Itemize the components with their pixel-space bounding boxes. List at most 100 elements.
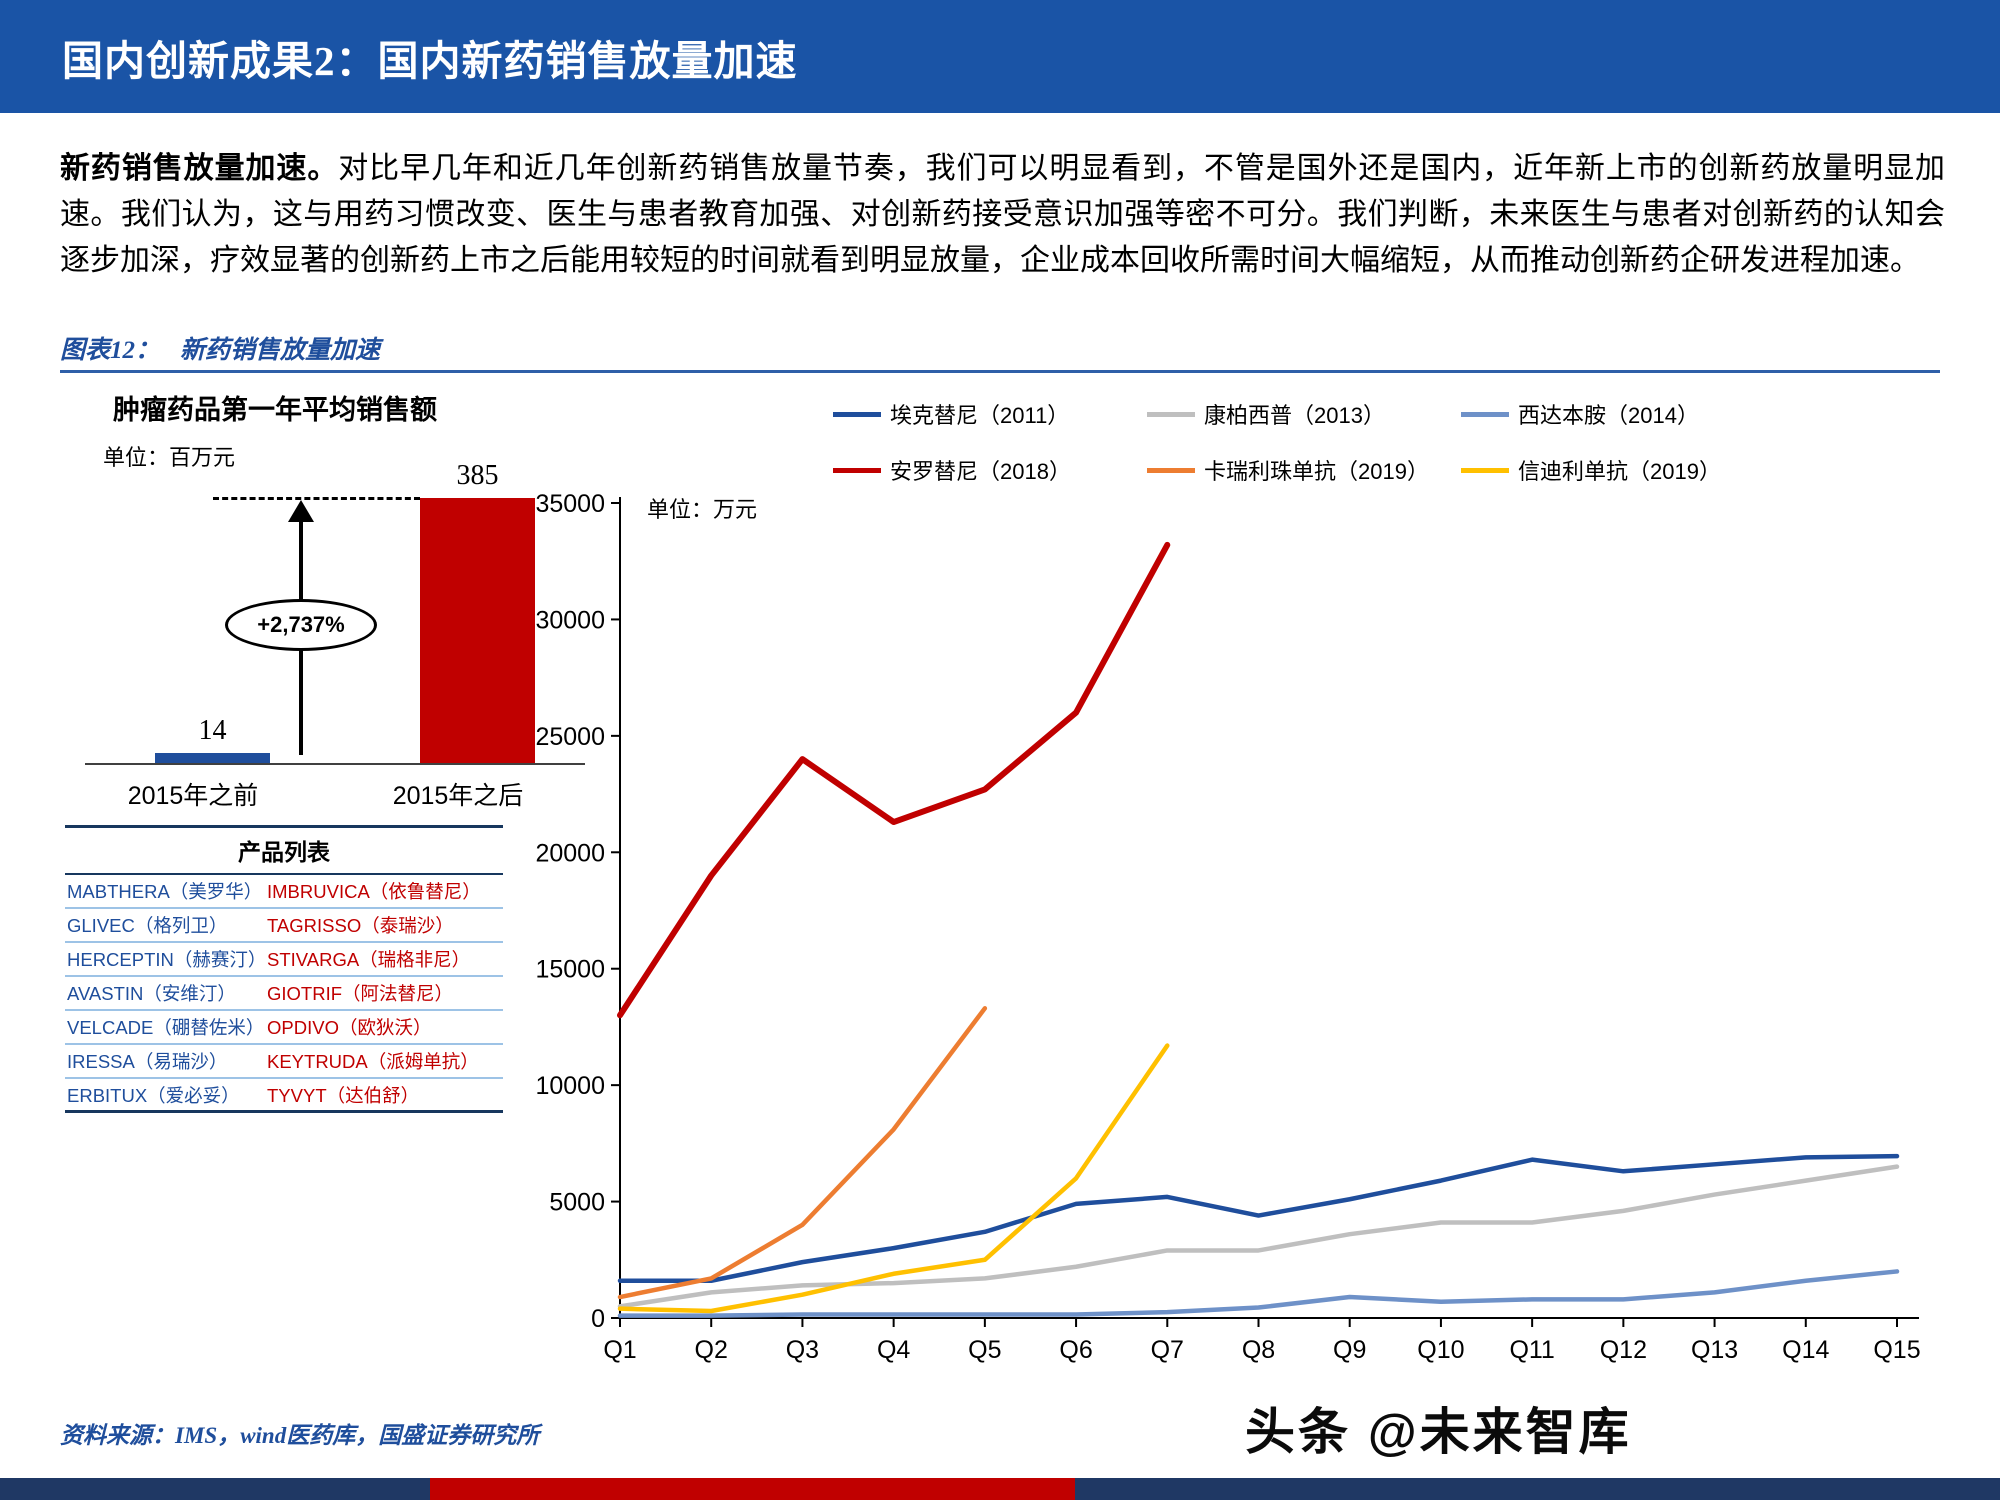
product-cell: ERBITUX（爱必妥） <box>67 1084 240 1106</box>
product-cell: OPDIVO（欧狄沃） <box>267 1017 432 1038</box>
table-row: IRESSA（易瑞沙） KEYTRUDA（派姆单抗） <box>65 1045 503 1079</box>
line-chart-unit: 单位：万元 <box>647 497 758 522</box>
product-cell: KEYTRUDA（派姆单抗） <box>267 1051 479 1072</box>
y-tick-label: 20000 <box>535 839 605 867</box>
y-tick-label: 30000 <box>535 606 605 634</box>
legend-line-swatch <box>833 411 881 417</box>
legend-line-swatch <box>1147 467 1195 473</box>
legend-line-swatch <box>1147 411 1195 417</box>
legend-label: 埃克替尼（2011） <box>890 403 1070 428</box>
dashed-reference-line <box>213 497 420 500</box>
bar-value-before: 14 <box>198 715 227 747</box>
x-tick-label: Q2 <box>695 1336 728 1364</box>
slide-header: 国内创新成果2：国内新药销售放量加速 <box>0 0 2000 113</box>
x-tick-label: Q13 <box>1691 1336 1738 1364</box>
line-chart-wrap: 0 5000 10000 15000 20000 25000 30000 35000 Q1 Q2 Q… <box>525 478 1985 1396</box>
x-tick-label: Q9 <box>1333 1336 1366 1364</box>
product-cell: VELCADE（硼替佐米） <box>67 1017 265 1038</box>
watermark: 头条 @未来智库 <box>1245 1404 1632 1460</box>
body-rest: 对比早几年和近几年创新药销售放量节奏，我们可以明显看到，不管是国外还是国内，近年… <box>60 152 1945 277</box>
y-tick-label: 15000 <box>535 956 605 984</box>
growth-percent-badge: +2,737% <box>225 599 377 651</box>
bar-x-label-before: 2015年之前 <box>127 782 259 810</box>
bar-2015-before: 14 <box>155 715 270 763</box>
source-note: 资料来源：IMS，wind医药库，国盛证券研究所 <box>60 1423 540 1448</box>
bar-chart-title: 肿瘤药品第一年平均销售额 <box>113 395 437 425</box>
table-row: MABTHERA（美罗华） IMBRUVICA（依鲁替尼） <box>65 875 503 909</box>
legend-row: 埃克替尼（2011） 康柏西普（2013） 西达本胺（2014） <box>833 398 1775 430</box>
x-tick-label: Q11 <box>1509 1336 1554 1364</box>
x-tick-label: Q10 <box>1417 1336 1464 1364</box>
table-row: HERCEPTIN（赫赛汀） STIVARGA（瑞格非尼） <box>65 943 503 977</box>
growth-arrow-head <box>288 500 314 522</box>
legend-label: 信迪利单抗（2019） <box>1518 459 1721 484</box>
bar-x-label-after: 2015年之后 <box>392 782 524 810</box>
footer-bar <box>0 1478 2000 1500</box>
x-tick-label: Q8 <box>1242 1336 1275 1364</box>
line-chart-section: 埃克替尼（2011） 康柏西普（2013） 西达本胺（2014） 安罗替尼（20… <box>525 392 1985 1407</box>
table-row: VELCADE（硼替佐米） OPDIVO（欧狄沃） <box>65 1011 503 1045</box>
legend-item: 西达本胺（2014） <box>1461 398 1775 430</box>
figure-caption: 图表12： 新药销售放量加速 <box>60 330 380 366</box>
x-tick-label: Q6 <box>1059 1336 1092 1364</box>
x-tick-label: Q7 <box>1151 1336 1184 1364</box>
bar-2015-after: 385 <box>420 460 535 763</box>
legend-line-swatch <box>833 467 881 473</box>
x-tick-label: Q5 <box>968 1336 1001 1364</box>
series-line <box>617 1006 988 1300</box>
line-chart: 0 5000 10000 15000 20000 25000 30000 35000 Q1 Q2 Q… <box>535 490 1920 1364</box>
bar-chart-section: 肿瘤药品第一年平均销售额 单位：百万元 +2,737% 14 385 2015年… <box>65 388 625 1128</box>
y-tick-label: 0 <box>591 1305 605 1333</box>
product-table: 产品列表 MABTHERA（美罗华） IMBRUVICA（依鲁替尼） GLIVE… <box>65 825 503 1113</box>
product-cell: HERCEPTIN（赫赛汀） <box>67 949 267 970</box>
series-line <box>617 541 1171 1019</box>
bar-chart-unit: 单位：百万元 <box>103 445 236 470</box>
series-line <box>617 1043 1170 1314</box>
table-row: ERBITUX（爱必妥） TYVYT（达伯舒） <box>65 1079 503 1113</box>
y-tick-label: 10000 <box>535 1072 605 1100</box>
legend-label: 安罗替尼（2018） <box>890 459 1071 484</box>
x-tick-label: Q14 <box>1782 1336 1829 1364</box>
page-title: 国内创新成果2：国内新药销售放量加速 <box>62 37 798 84</box>
y-tick-label: 25000 <box>535 723 605 751</box>
product-cell: MABTHERA（美罗华） <box>67 881 263 902</box>
legend-item: 埃克替尼（2011） <box>833 398 1147 430</box>
body-lead: 新药销售放量加速。 <box>60 152 339 185</box>
body-paragraph: 新药销售放量加速。对比早几年和近几年创新药销售放量节奏，我们可以明显看到，不管是… <box>60 146 1945 284</box>
x-tick-label: Q15 <box>1873 1336 1920 1364</box>
line-chart-legend: 埃克替尼（2011） 康柏西普（2013） 西达本胺（2014） 安罗替尼（20… <box>833 398 1775 510</box>
x-tick-label: Q1 <box>603 1336 636 1364</box>
series-line <box>617 1153 1900 1283</box>
y-tick-label: 35000 <box>535 490 605 518</box>
product-cell: AVASTIN（安维汀） <box>67 983 236 1004</box>
legend-label: 康柏西普（2013） <box>1204 403 1385 428</box>
figure-caption-label: 图表12： <box>60 337 161 364</box>
product-cell: GIOTRIF（阿法替尼） <box>267 983 454 1004</box>
legend-line-swatch <box>1461 411 1509 417</box>
product-cell: TYVYT（达伯舒） <box>267 1084 420 1106</box>
bar-value-after: 385 <box>456 460 499 491</box>
caption-divider <box>60 370 1940 373</box>
product-cell: IMBRUVICA（依鲁替尼） <box>267 881 481 902</box>
product-cell: TAGRISSO（泰瑞沙） <box>267 915 454 936</box>
product-cell: IRESSA（易瑞沙） <box>67 1051 228 1072</box>
product-cell: GLIVEC（格列卫） <box>67 915 228 936</box>
legend-item: 康柏西普（2013） <box>1147 398 1461 430</box>
figure-caption-text: 新药销售放量加速 <box>180 337 381 364</box>
footer-red-segment <box>430 1478 1075 1500</box>
series-line <box>617 1164 1900 1309</box>
legend-item: 安罗替尼（2018） <box>833 454 1147 486</box>
table-row: AVASTIN（安维汀） GIOTRIF（阿法替尼） <box>65 977 503 1011</box>
table-row: GLIVEC（格列卫） TAGRISSO（泰瑞沙） <box>65 909 503 943</box>
legend-label: 卡瑞利珠单抗（2019） <box>1204 459 1429 484</box>
x-tick-label: Q3 <box>786 1336 819 1364</box>
product-cell: STIVARGA（瑞格非尼） <box>267 949 471 970</box>
product-table-header: 产品列表 <box>65 825 503 875</box>
bar-chart: +2,737% 14 385 <box>85 460 585 765</box>
legend-item: 卡瑞利珠单抗（2019） <box>1147 454 1461 486</box>
x-tick-label: Q4 <box>877 1336 910 1364</box>
legend-item: 信迪利单抗（2019） <box>1461 454 1775 486</box>
legend-row: 安罗替尼（2018） 卡瑞利珠单抗（2019） 信迪利单抗（2019） <box>833 454 1775 486</box>
x-tick-label: Q12 <box>1600 1336 1647 1364</box>
